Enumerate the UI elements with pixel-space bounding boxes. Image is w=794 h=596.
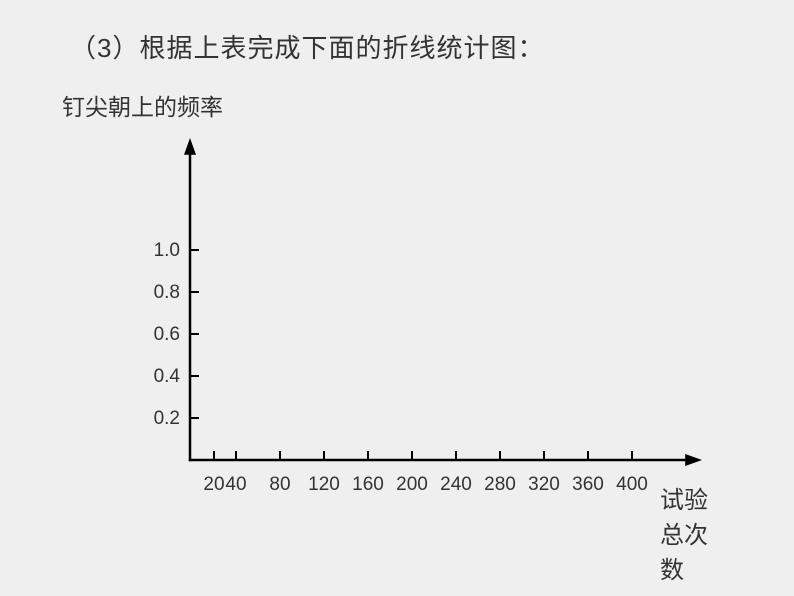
chart-area: 0.2 0.4 0.6 0.8 1.0 2040 80 120 160 200 240 280 320 3…: [60, 120, 710, 540]
x-tick-label: 280: [484, 474, 517, 496]
x-tick-label: 80: [269, 474, 291, 496]
y-tick-label: 0.2: [140, 408, 180, 430]
y-tick-label: 0.8: [140, 282, 180, 304]
x-tick-label: 40: [225, 474, 247, 496]
x-tick-label: 360: [572, 474, 605, 496]
y-tick-label: 0.6: [140, 324, 180, 346]
chart-title: （3）根据上表完成下面的折线统计图：: [70, 28, 544, 65]
x-tick-label: 120: [308, 474, 341, 496]
x-tick-label: 320: [528, 474, 561, 496]
y-axis-label: 钉尖朝上的频率: [62, 88, 223, 122]
x-tick-label: 20: [203, 474, 225, 496]
x-axis-label: 试验总次数: [660, 480, 710, 585]
x-tick-label: 240: [440, 474, 473, 496]
x-tick-label: 200: [396, 474, 429, 496]
y-tick-label: 1.0: [140, 240, 180, 262]
x-tick-label: 160: [352, 474, 385, 496]
y-tick-label: 0.4: [140, 366, 180, 388]
x-tick-label: 400: [616, 474, 649, 496]
